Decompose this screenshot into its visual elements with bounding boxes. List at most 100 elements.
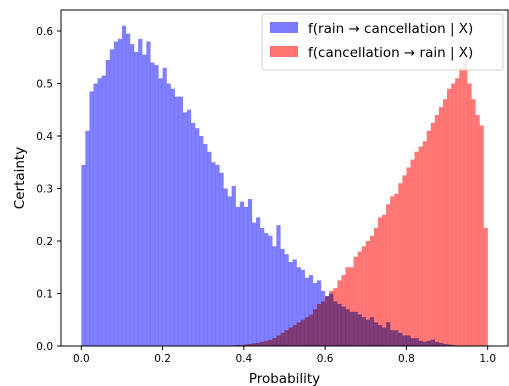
histogram-bar-series1 xyxy=(312,309,318,346)
histogram-bar-series1 xyxy=(394,193,399,346)
x-axis-title: Probability xyxy=(249,371,320,386)
histogram-bar-series1 xyxy=(479,125,484,346)
histogram-bar-series0 xyxy=(264,233,269,347)
x-tick-label: 1.0 xyxy=(479,353,496,365)
histogram-bar-series1 xyxy=(406,167,411,346)
y-tick-label: 0.0 xyxy=(36,341,53,353)
histogram-bar-series1 xyxy=(475,115,480,346)
histogram-bar-series0 xyxy=(117,38,123,346)
histogram-bar-series0 xyxy=(162,67,167,346)
histogram-bar-series0 xyxy=(251,222,257,347)
histogram-bar-series0 xyxy=(182,112,188,347)
histogram-bar-series0 xyxy=(146,41,151,346)
histogram-bar-series0 xyxy=(280,248,285,347)
x-tick-label: 0.6 xyxy=(317,353,334,365)
x-tick-label: 0.0 xyxy=(73,353,90,365)
histogram-bar-series0 xyxy=(260,227,265,347)
histogram-bar-series1 xyxy=(308,314,314,346)
y-axis-ticks: 0.0 0.1 0.2 0.3 0.4 0.5 0.6 xyxy=(36,26,61,353)
histogram-bar-series1 xyxy=(329,290,334,347)
histogram-bar-series0 xyxy=(105,59,110,347)
histogram-bar-series0 xyxy=(276,225,281,346)
histogram-bar-series1 xyxy=(430,122,435,347)
x-tick-label: 0.4 xyxy=(236,353,253,365)
histogram-bar-series0 xyxy=(219,172,224,346)
histogram-bar-series0 xyxy=(256,217,261,347)
histogram-bar-series0 xyxy=(207,151,212,346)
histogram-bar-series1 xyxy=(341,275,346,347)
histogram-bar-series0 xyxy=(97,78,102,346)
histogram-bar-series1 xyxy=(292,325,297,346)
histogram-bar-series1 xyxy=(455,78,460,346)
histogram-bar-series0 xyxy=(247,199,253,346)
histogram-bar-series0 xyxy=(215,164,220,347)
histogram-bar-series1 xyxy=(398,183,403,346)
histogram-bar-series0 xyxy=(186,109,192,346)
histogram-bar-series1 xyxy=(463,59,468,347)
histogram-bar-series1 xyxy=(414,151,419,346)
histogram-bar-series1 xyxy=(459,67,464,346)
y-tick-label: 0.6 xyxy=(36,26,53,38)
histogram-bar-series1 xyxy=(284,330,289,346)
histogram-bar-series0 xyxy=(304,277,310,346)
histogram-bar-series0 xyxy=(235,206,240,347)
histogram-bar-series1 xyxy=(247,343,253,346)
histogram-bar-series0 xyxy=(223,188,228,346)
histogram-bar-series0 xyxy=(243,206,249,347)
histogram-bar-series1 xyxy=(317,304,322,346)
legend-label-rain-to-cancellation: f(rain → cancellation | X) xyxy=(308,21,473,37)
histogram-bar-series1 xyxy=(483,227,488,347)
y-tick-label: 0.1 xyxy=(36,289,53,301)
histogram-bar-series1 xyxy=(447,88,452,346)
histogram-bar-series1 xyxy=(467,83,472,346)
histogram-bar-series0 xyxy=(158,78,163,346)
histogram-bar-series1 xyxy=(325,296,330,347)
histogram-bar-series1 xyxy=(321,301,326,347)
histogram-bar-series0 xyxy=(121,25,127,346)
histogram-bar-series0 xyxy=(231,185,236,347)
x-tick-label: 0.2 xyxy=(154,353,171,365)
histogram-bar-series1 xyxy=(361,246,366,346)
histogram-bar-series1 xyxy=(373,227,379,347)
histogram-bar-series1 xyxy=(382,214,387,346)
histogram-bar-series0 xyxy=(134,52,139,346)
histogram-bar-series0 xyxy=(126,33,131,346)
histogram-bar-series0 xyxy=(272,246,277,346)
histogram-bar-series1 xyxy=(418,146,423,346)
histogram-bar-series0 xyxy=(150,62,155,346)
histogram-bar-series1 xyxy=(386,204,391,346)
legend-label-cancellation-to-rain: f(cancellation → rain | X) xyxy=(308,45,473,61)
histogram-bar-series1 xyxy=(471,99,476,346)
y-tick-label: 0.2 xyxy=(36,236,53,248)
legend-swatch-cancellation-to-rain xyxy=(270,46,298,57)
histogram-bar-series1 xyxy=(256,342,261,346)
histogram-bar-series1 xyxy=(268,339,273,346)
histogram-bar-series1 xyxy=(235,344,240,346)
histogram-bar-series0 xyxy=(268,235,273,346)
histogram-bar-series0 xyxy=(130,44,135,346)
histogram-bar-series0 xyxy=(296,267,301,346)
histogram-bar-series1 xyxy=(402,175,407,347)
histogram-bar-series1 xyxy=(304,317,310,347)
histogram-bar-series1 xyxy=(251,343,257,347)
histogram-bar-series0 xyxy=(203,143,208,347)
histogram-bar-series1 xyxy=(426,130,431,346)
histogram-bar-series1 xyxy=(349,267,354,346)
histogram-bar-series0 xyxy=(138,38,143,346)
histogram-bar-series0 xyxy=(81,164,86,347)
histogram-bar-series0 xyxy=(227,196,232,346)
histogram-bar-series1 xyxy=(365,241,370,346)
histogram-bar-series0 xyxy=(101,75,106,347)
histogram-bar-series0 xyxy=(308,275,314,347)
x-axis-ticks: 0.0 0.2 0.4 0.6 0.8 1.0 xyxy=(73,346,496,365)
histogram-bar-series0 xyxy=(211,162,216,346)
histogram-bar-series1 xyxy=(451,83,456,346)
histogram-bar-series0 xyxy=(239,201,245,347)
histogram-bar-series0 xyxy=(288,262,293,346)
histogram-bar-series1 xyxy=(377,217,383,347)
histogram-bar-series1 xyxy=(264,340,269,346)
histogram-bar-series1 xyxy=(276,335,281,346)
histogram-bar-series1 xyxy=(442,99,448,346)
histogram-bar-series1 xyxy=(288,327,293,347)
legend: f(rain → cancellation | X) f(cancellatio… xyxy=(261,13,504,71)
